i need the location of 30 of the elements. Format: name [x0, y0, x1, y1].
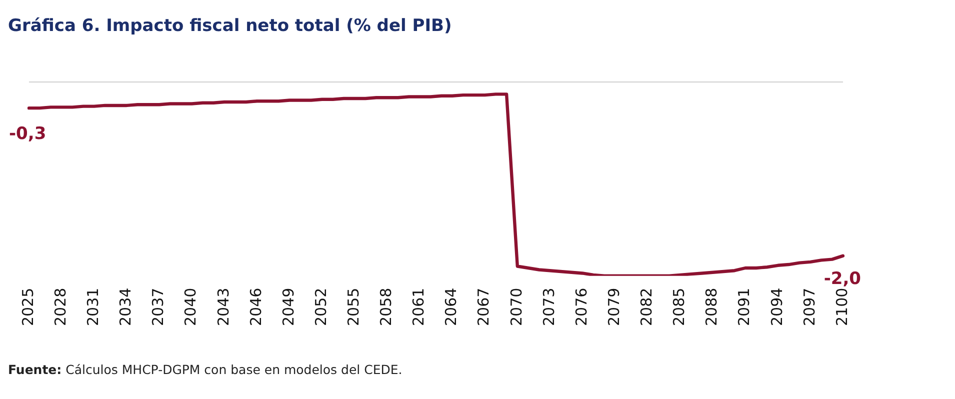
x-tick-label: 2094 — [768, 288, 786, 326]
x-tick-label: 2034 — [116, 288, 135, 326]
x-tick-label: 2028 — [51, 288, 70, 326]
x-tick-label: 2046 — [246, 288, 265, 326]
x-tick-label: 2040 — [182, 288, 200, 326]
x-tick-label: 2073 — [540, 288, 558, 326]
x-tick-label: 2058 — [377, 288, 396, 326]
data-label: -2,0 — [824, 268, 862, 289]
x-tick-label: 2061 — [410, 288, 428, 326]
x-tick-label: 2025 — [18, 288, 37, 326]
x-tick-label: 2091 — [735, 288, 754, 326]
x-tick-label: 2100 — [832, 288, 851, 326]
data-label: -0,3 — [9, 124, 46, 144]
x-tick-label: 2085 — [670, 288, 688, 326]
x-tick-label: 2097 — [800, 288, 818, 326]
x-tick-label: 2037 — [149, 288, 168, 326]
x-tick-label: 2070 — [507, 288, 526, 326]
x-tick-label: 2052 — [312, 288, 330, 326]
x-tick-label: 2079 — [604, 288, 623, 326]
x-tick-label: 2064 — [442, 288, 460, 326]
x-tick-label: 2043 — [214, 288, 232, 326]
x-tick-label: 2055 — [344, 288, 362, 326]
x-tick-label: 2088 — [702, 288, 721, 326]
x-tick-label: 2082 — [638, 288, 656, 326]
chart-title: Gráfica 6. Impacto fiscal neto total (% del PIB) — [8, 16, 452, 36]
x-tick-label: 2067 — [474, 288, 493, 326]
x-tick-label: 2031 — [84, 288, 102, 326]
x-tick-label: 2049 — [279, 288, 298, 326]
x-tick-label: 2076 — [572, 288, 590, 326]
source-note: Fuente: Cálculos MHCP-DGPM con base en modelos del CEDE. — [8, 362, 402, 377]
